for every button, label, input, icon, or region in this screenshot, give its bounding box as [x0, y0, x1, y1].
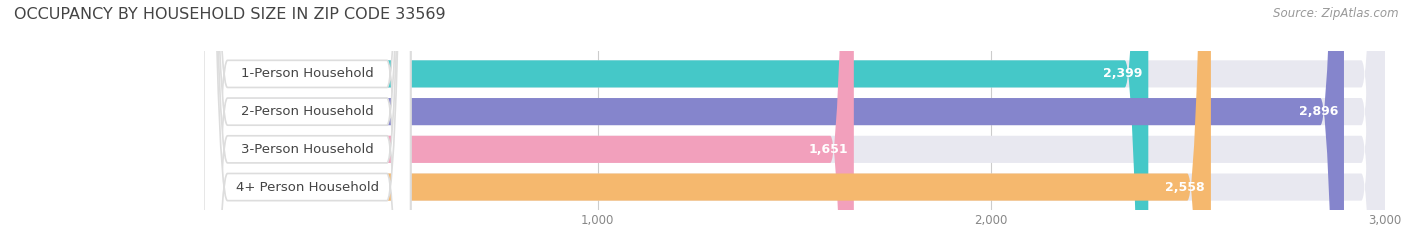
FancyBboxPatch shape: [204, 0, 411, 233]
FancyBboxPatch shape: [204, 0, 1385, 233]
Text: 2-Person Household: 2-Person Household: [240, 105, 374, 118]
FancyBboxPatch shape: [204, 0, 1344, 233]
FancyBboxPatch shape: [204, 0, 1211, 233]
Text: 2,896: 2,896: [1299, 105, 1339, 118]
Text: 4+ Person Household: 4+ Person Household: [236, 181, 378, 194]
FancyBboxPatch shape: [204, 0, 1385, 233]
Text: 2,399: 2,399: [1104, 67, 1143, 80]
FancyBboxPatch shape: [204, 0, 1149, 233]
Text: 1-Person Household: 1-Person Household: [240, 67, 374, 80]
FancyBboxPatch shape: [204, 0, 411, 233]
Text: 3-Person Household: 3-Person Household: [240, 143, 374, 156]
FancyBboxPatch shape: [204, 0, 1385, 233]
Text: 2,558: 2,558: [1166, 181, 1205, 194]
Text: OCCUPANCY BY HOUSEHOLD SIZE IN ZIP CODE 33569: OCCUPANCY BY HOUSEHOLD SIZE IN ZIP CODE …: [14, 7, 446, 22]
FancyBboxPatch shape: [204, 0, 411, 233]
FancyBboxPatch shape: [204, 0, 853, 233]
Text: 1,651: 1,651: [808, 143, 848, 156]
FancyBboxPatch shape: [204, 0, 411, 233]
FancyBboxPatch shape: [204, 0, 1385, 233]
Text: Source: ZipAtlas.com: Source: ZipAtlas.com: [1274, 7, 1399, 20]
